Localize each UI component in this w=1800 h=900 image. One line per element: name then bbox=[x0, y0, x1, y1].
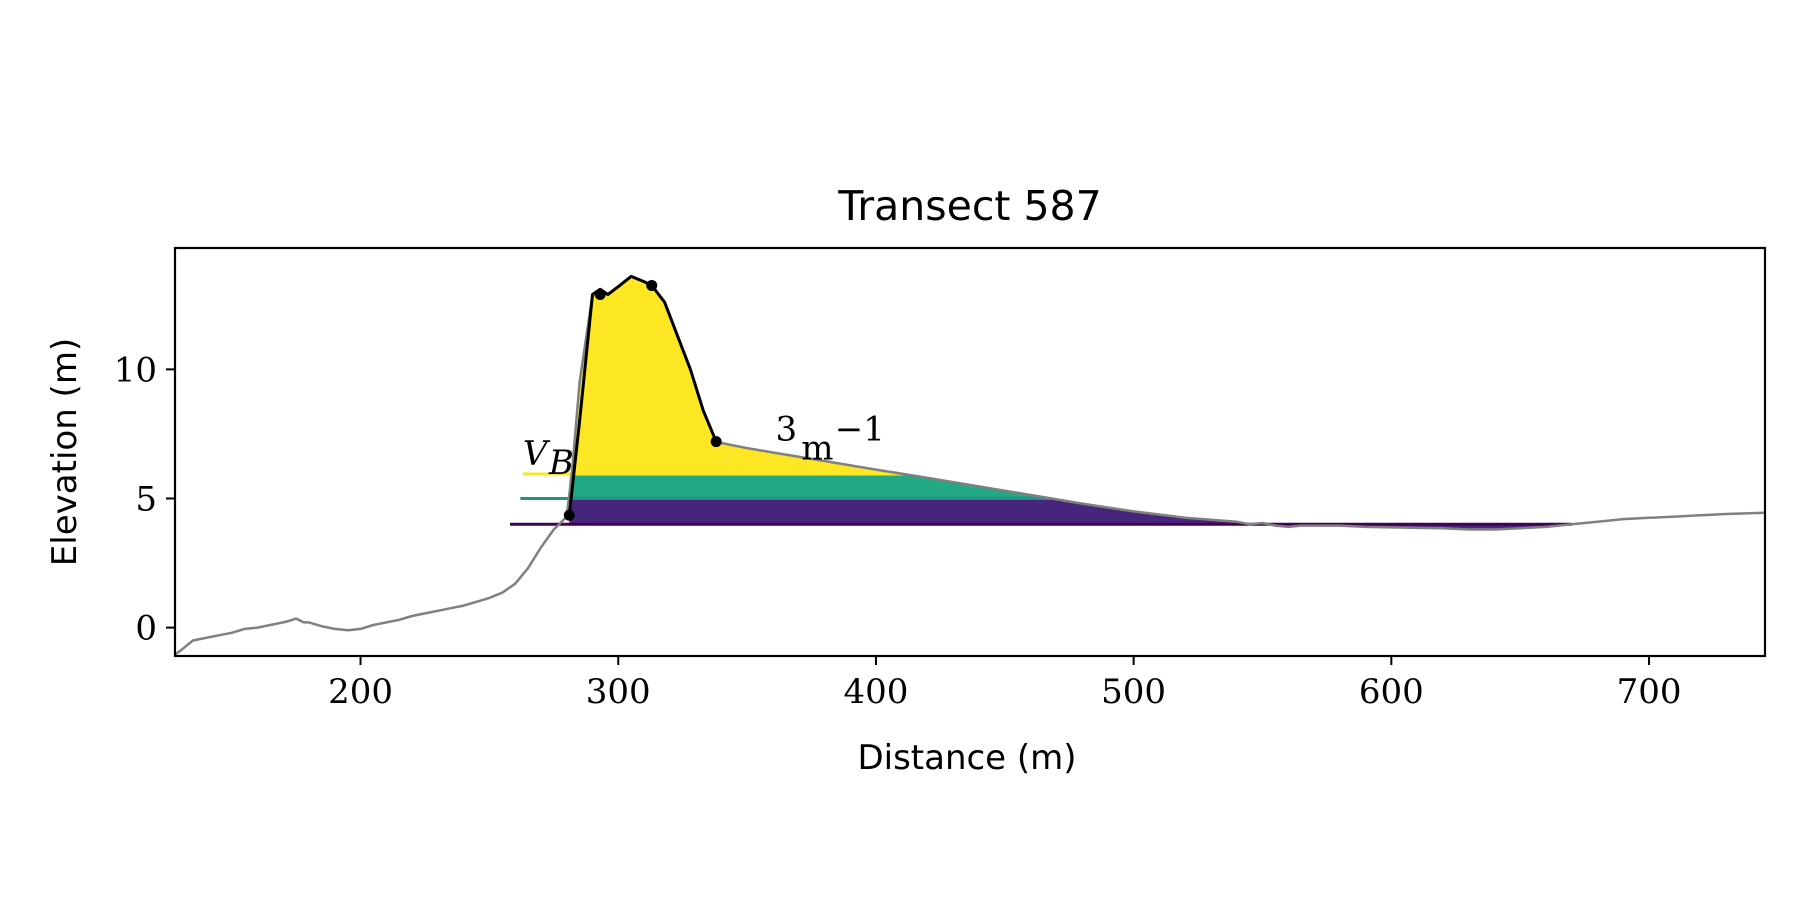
x-tick-label: 400 bbox=[843, 672, 908, 712]
volume-band-1 bbox=[569, 276, 904, 495]
plot-area bbox=[175, 274, 1765, 656]
y-axis-label: Elevation (m) bbox=[45, 338, 85, 566]
x-tick-label: 500 bbox=[1101, 672, 1166, 712]
plot-frame bbox=[173, 246, 1767, 658]
dune-marker bbox=[710, 436, 722, 448]
x-tick-label: 700 bbox=[1617, 672, 1682, 712]
volume-band-3 bbox=[569, 498, 1572, 530]
dune-marker bbox=[563, 509, 575, 521]
unit-exponent: 3 bbox=[775, 409, 797, 449]
annotations: V B 3 m −1 bbox=[523, 409, 885, 483]
dune-marker bbox=[594, 288, 606, 300]
volume-label-subscript: B bbox=[548, 443, 574, 483]
dune-outline bbox=[567, 274, 718, 516]
volume-band-2 bbox=[569, 473, 1052, 499]
volume-label: V bbox=[523, 434, 551, 474]
x-tick-label: 200 bbox=[328, 672, 393, 712]
unit-exponent: −1 bbox=[835, 409, 885, 449]
y-tick-label: 0 bbox=[135, 609, 157, 649]
axes: 200 300 400 500 600 700 0 5 10 bbox=[114, 350, 1682, 712]
y-tick-label: 5 bbox=[135, 479, 157, 519]
y-tick-label: 10 bbox=[114, 350, 157, 390]
x-tick-label: 300 bbox=[586, 672, 651, 712]
dune-marker bbox=[646, 279, 658, 291]
profile-line bbox=[175, 275, 1765, 656]
x-tick-label: 600 bbox=[1359, 672, 1424, 712]
chart-title: Transect 587 bbox=[837, 182, 1101, 230]
x-axis-label: Distance (m) bbox=[857, 738, 1076, 778]
unit-label: m bbox=[801, 429, 833, 469]
